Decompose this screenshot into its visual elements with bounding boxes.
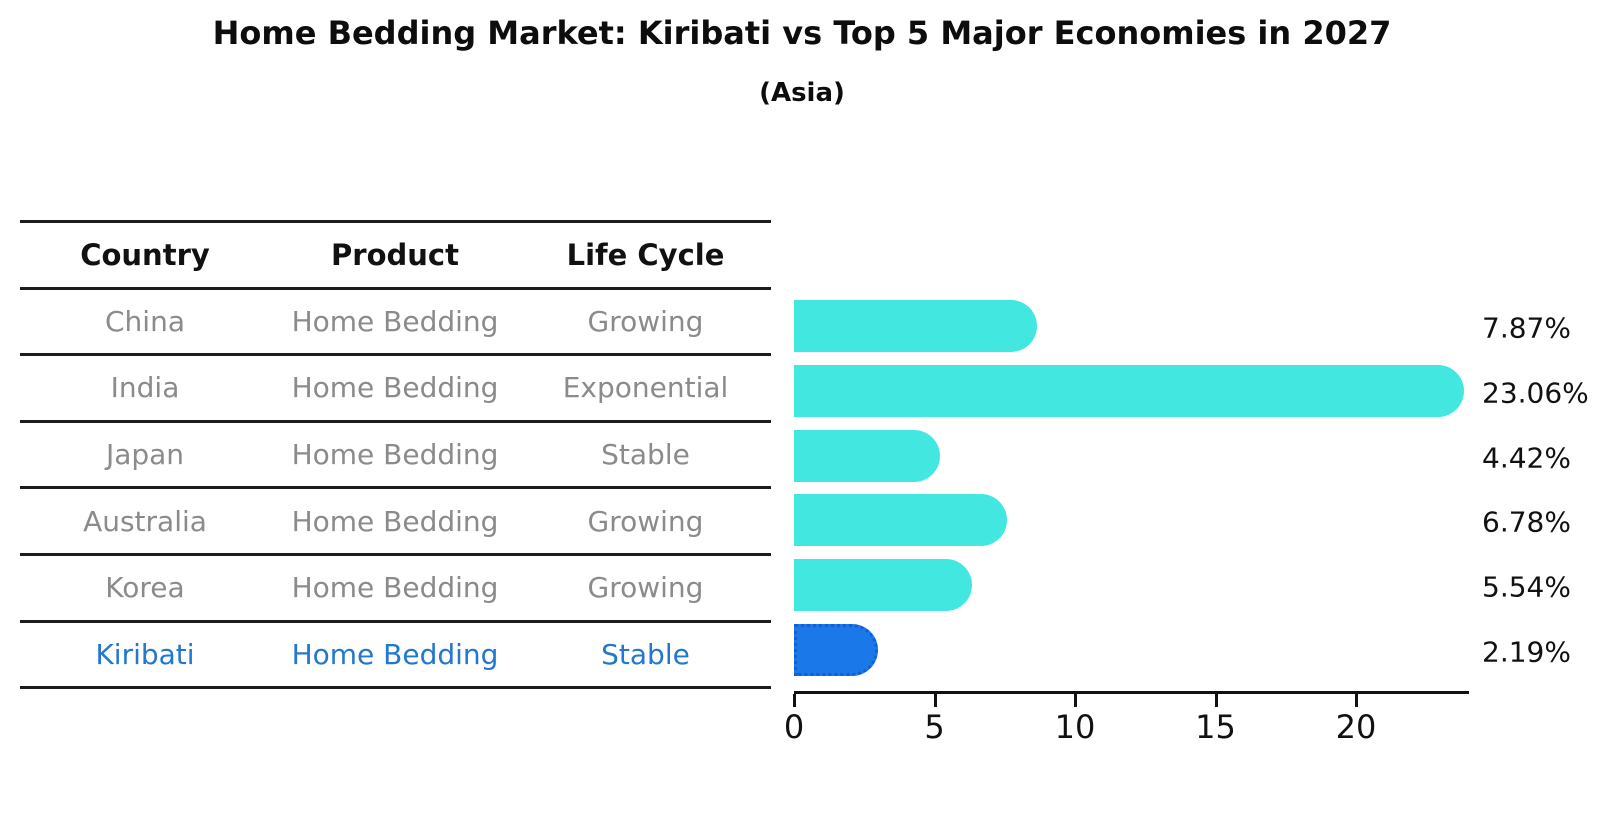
value-label: 5.54% [1482,570,1571,604]
bar-australia [794,494,1007,547]
country-table: Country Product Life Cycle China Home Bed… [20,220,771,690]
x-axis-tick [1074,694,1077,707]
x-axis-tick [793,694,796,707]
table-body: China Home Bedding Growing India Home Beddin… [20,290,771,690]
cell-life-cycle: Stable [601,637,690,671]
column-header-life-cycle: Life Cycle [566,237,725,272]
cell-country: Kiribati [95,637,195,671]
cell-country: China [105,304,185,338]
cell-life-cycle: Stable [601,438,690,472]
x-axis-tick [1214,694,1218,707]
x-axis-line [794,691,1470,694]
x-axis-tick-label: 10 [1054,708,1096,746]
cell-product: Home Bedding [291,504,499,538]
value-label: 7.87% [1482,311,1571,345]
table-header-row: Country Product Life Cycle [20,223,771,290]
column-header-country: Country [80,237,210,272]
x-axis-tick-label: 15 [1195,708,1236,746]
cell-product: Home Bedding [291,571,499,605]
bar-japan [794,429,941,482]
value-label: 23.06% [1482,376,1589,410]
cell-life-cycle: Growing [587,571,704,605]
cell-life-cycle: Growing [587,304,704,338]
chart-subtitle: (Asia) [759,78,845,108]
cell-country: Korea [105,571,185,605]
cell-country: Australia [83,504,207,538]
table-row: Japan Home Bedding Stable [20,423,771,490]
bar-china [794,300,1038,352]
table-row: Kiribati Home Bedding Stable [20,623,771,690]
value-label: 6.78% [1482,505,1571,539]
x-axis-tick-label: 0 [783,708,805,746]
x-axis-tick [1355,694,1358,707]
cell-country: Japan [105,438,185,472]
table-row: India Home Bedding Exponential [20,356,771,423]
chart-title: Home Bedding Market: Kiribati vs Top 5 M… [212,14,1392,52]
cell-life-cycle: Exponential [562,371,729,405]
bar-india [794,364,1464,417]
x-axis-tick-label: 20 [1335,708,1377,746]
table-row: Australia Home Bedding Growing [20,489,771,556]
value-label: 4.42% [1482,441,1571,475]
cell-product: Home Bedding [291,438,499,472]
table-row: Korea Home Bedding Growing [20,556,771,623]
cell-product: Home Bedding [291,304,499,338]
x-axis-tick-label: 5 [924,708,945,746]
column-header-product: Product [331,237,459,272]
table-row: China Home Bedding Growing [20,290,771,357]
bar-highlight-kiribati [794,624,878,676]
x-axis-tick [933,694,937,707]
cell-product: Home Bedding [291,637,499,671]
bar-korea [794,559,972,612]
cell-product: Home Bedding [291,371,499,405]
value-label: 2.19% [1482,635,1571,669]
cell-life-cycle: Growing [587,504,704,538]
cell-country: India [110,371,180,405]
